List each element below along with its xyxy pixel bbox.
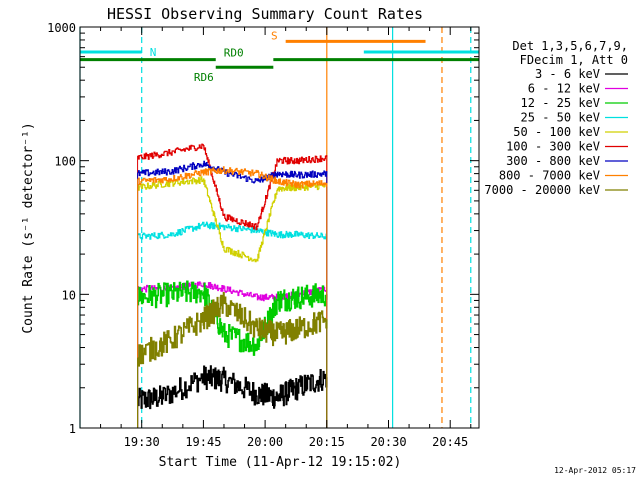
y-tick-label: 1000 — [47, 21, 76, 35]
legend-label-2: 12 - 25 keV — [521, 96, 600, 110]
legend-header-2: FDecim 1, Att 0 — [520, 53, 628, 67]
x-tick-label: 19:30 — [124, 435, 160, 449]
series-3-line — [137, 221, 328, 240]
chart-title: HESSI Observing Summary Count Rates — [107, 5, 423, 23]
plot-frame — [79, 26, 480, 429]
y-tick-label: 100 — [54, 155, 76, 169]
y-tick-label: 10 — [62, 288, 76, 302]
legend-label-7: 800 - 7000 keV — [499, 169, 600, 183]
flag-n: N — [80, 46, 479, 59]
series-2-line — [137, 280, 328, 356]
y-tick-label: 1 — [69, 422, 76, 436]
legend-header-1: Det 1,3,5,6,7,9, — [512, 39, 628, 53]
legend-label-6: 300 - 800 keV — [506, 154, 600, 168]
legend-label-0: 3 - 6 keV — [535, 67, 600, 81]
legend-label-5: 100 - 300 keV — [506, 140, 600, 154]
series-6-line — [137, 160, 328, 184]
legend-label-8: 7000 - 20000 keV — [484, 183, 600, 197]
series-5-line — [137, 143, 328, 231]
x-axis-label: Start Time (11-Apr-12 19:15:02) — [159, 455, 402, 470]
flag-label-rd0: RD0 — [224, 47, 244, 60]
flag-s: S — [271, 29, 426, 43]
plot-area: N S RD0 RD6 — [79, 27, 479, 428]
flag-label-s: S — [271, 29, 278, 42]
series-7-line — [137, 166, 328, 189]
legend-label-1: 6 - 12 keV — [528, 82, 600, 96]
flag-label-rd6: RD6 — [194, 71, 214, 84]
series-0-line — [137, 365, 328, 410]
x-tick-label: 20:45 — [432, 435, 468, 449]
flag-rd0: RD0 — [80, 47, 479, 62]
y-axis: 1 10 100 1000 — [47, 21, 479, 436]
flag-rd6: RD6 — [194, 65, 274, 84]
series-0 — [137, 365, 328, 428]
x-axis: 19:30 19:45 20:00 20:15 20:30 20:45 — [79, 27, 472, 449]
flag-label-n: N — [150, 46, 157, 59]
y-axis-label: Count Rate (s⁻¹ detector⁻¹) — [21, 122, 36, 333]
x-tick-label: 20:30 — [370, 435, 406, 449]
x-tick-label: 19:45 — [185, 435, 221, 449]
footer-timestamp: 12-Apr-2012 05:17 — [554, 466, 636, 475]
series-8-line — [137, 292, 328, 367]
series-8 — [137, 292, 328, 428]
x-tick-label: 20:15 — [309, 435, 345, 449]
legend-label-4: 50 - 100 keV — [513, 125, 600, 139]
legend-label-3: 25 - 50 keV — [521, 111, 600, 125]
x-tick-label: 20:00 — [247, 435, 283, 449]
